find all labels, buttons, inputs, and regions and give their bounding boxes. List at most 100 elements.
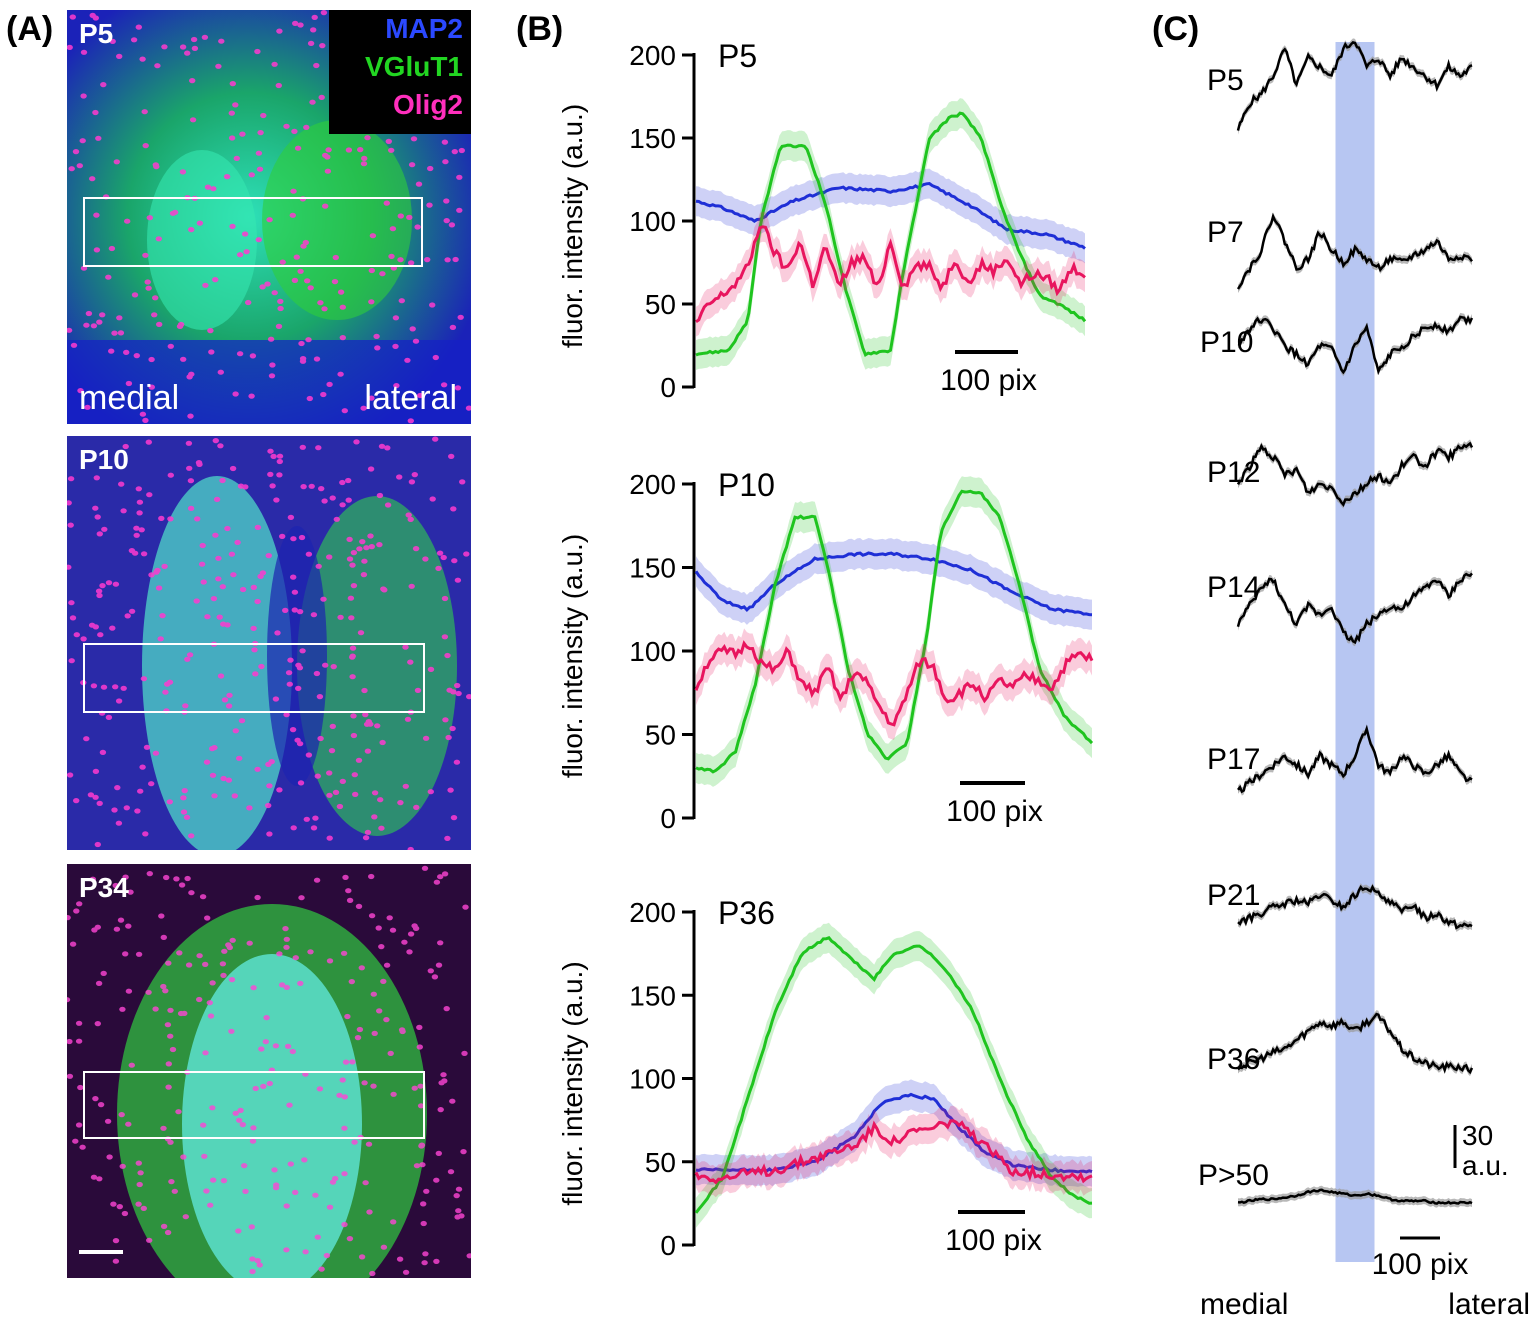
nucleus-dot	[250, 1125, 257, 1131]
nucleus-dot	[220, 1178, 228, 1184]
nucleus-dot	[431, 974, 439, 980]
nucleus-dot	[168, 1179, 175, 1185]
y-tick-label: 50	[645, 1147, 676, 1178]
nucleus-dot	[80, 49, 88, 55]
nucleus-dot	[217, 443, 224, 449]
nucleus-dot	[95, 135, 102, 141]
nucleus-dot	[397, 213, 404, 219]
nucleus-dot	[444, 835, 451, 841]
nucleus-dot	[283, 984, 290, 990]
nucleus-dot	[458, 147, 465, 154]
nucleus-dot	[254, 1258, 261, 1264]
nucleus-dot	[450, 506, 457, 512]
series-sem-band-olig2	[696, 1105, 1092, 1198]
nucleus-dot	[349, 653, 356, 659]
nucleus-dot	[67, 522, 74, 528]
nucleus-dot	[272, 1043, 280, 1049]
trace-sem-4	[1238, 569, 1472, 647]
nucleus-dot	[283, 123, 290, 129]
nucleus-dot	[137, 788, 144, 794]
nucleus-dot	[383, 1017, 390, 1023]
nucleus-dot	[94, 514, 101, 520]
nucleus-dot	[295, 685, 302, 691]
nucleus-dot	[208, 349, 215, 355]
nucleus-dot	[159, 613, 166, 619]
nucleus-dot	[407, 931, 415, 937]
legend-map2: MAP2	[385, 13, 463, 44]
nucleus-dot	[440, 382, 448, 388]
nucleus-dot	[417, 392, 424, 399]
y-tick-label: 150	[629, 123, 676, 154]
nucleus-dot	[283, 1247, 290, 1253]
nucleus-dot	[339, 304, 346, 310]
nucleus-dot	[96, 531, 103, 537]
nucleus-dot	[229, 223, 236, 229]
nucleus-dot	[96, 592, 103, 599]
nucleus-dot	[120, 508, 127, 514]
nucleus-dot	[185, 962, 193, 968]
nucleus-dot	[90, 323, 98, 329]
nucleus-dot	[169, 210, 177, 216]
nucleus-dot	[230, 572, 237, 578]
nucleus-dot	[279, 259, 286, 265]
nucleus-dot	[396, 474, 403, 480]
nucleus-dot	[355, 757, 363, 763]
nucleus-dot	[139, 411, 147, 417]
nucleus-dot	[236, 1117, 243, 1123]
nucleus-dot	[451, 558, 458, 564]
nucleus-dot	[236, 351, 244, 357]
nucleus-dot	[95, 588, 103, 594]
nucleus-dot	[237, 1107, 244, 1113]
nucleus-dot	[152, 295, 159, 301]
nucleus-dot	[298, 534, 306, 541]
nucleus-dot	[424, 257, 431, 263]
nucleus-dot	[224, 525, 231, 532]
nucleus-dot	[326, 835, 333, 841]
nucleus-dot	[249, 1138, 257, 1144]
nucleus-dot	[309, 99, 316, 105]
nucleus-dot	[313, 62, 320, 69]
nucleus-dot	[433, 1177, 440, 1183]
nucleus-dot	[75, 1038, 83, 1044]
nucleus-dot	[443, 198, 450, 204]
nucleus-dot	[125, 380, 133, 387]
nucleus-dot	[329, 723, 336, 729]
nucleus-dot	[429, 302, 436, 308]
nucleus-dot	[135, 951, 143, 957]
nucleus-dot	[429, 496, 436, 502]
nucleus-dot	[291, 589, 299, 595]
nucleus-dot	[68, 658, 75, 664]
nucleus-dot	[310, 27, 317, 33]
roi-box	[83, 1071, 425, 1139]
nucleus-dot	[406, 949, 413, 955]
nucleus-dot	[181, 1010, 188, 1016]
nucleus-dot	[200, 579, 207, 585]
nucleus-dot	[456, 174, 463, 180]
nucleus-dot	[454, 385, 462, 391]
nucleus-dot	[320, 10, 328, 16]
nucleus-dot	[416, 1044, 423, 1050]
nucleus-dot	[217, 369, 224, 375]
nucleus-dot	[340, 950, 348, 956]
nucleus-dot	[423, 1188, 430, 1194]
nucleus-dot	[407, 659, 414, 665]
nucleus-dot	[279, 533, 286, 539]
nucleus-dot	[443, 218, 450, 224]
nucleus-dot	[165, 1061, 172, 1067]
nucleus-dot	[212, 532, 219, 538]
nucleus-dot	[171, 1188, 178, 1194]
nucleus-dot	[284, 1043, 292, 1049]
nucleus-dot	[291, 128, 298, 134]
nucleus-dot	[421, 865, 429, 871]
scale-bar-label: 100 pix	[1372, 1248, 1469, 1281]
nucleus-dot	[180, 795, 187, 801]
nucleus-dot	[209, 980, 216, 986]
nucleus-dot	[456, 207, 463, 213]
nucleus-dot	[345, 497, 352, 503]
nucleus-dot	[447, 787, 454, 793]
nucleus-dot	[187, 413, 194, 419]
nucleus-dot	[374, 345, 381, 351]
nucleus-dot	[190, 36, 198, 43]
scale-bar-label: 100 pix	[940, 364, 1037, 397]
nucleus-dot	[239, 1122, 246, 1128]
